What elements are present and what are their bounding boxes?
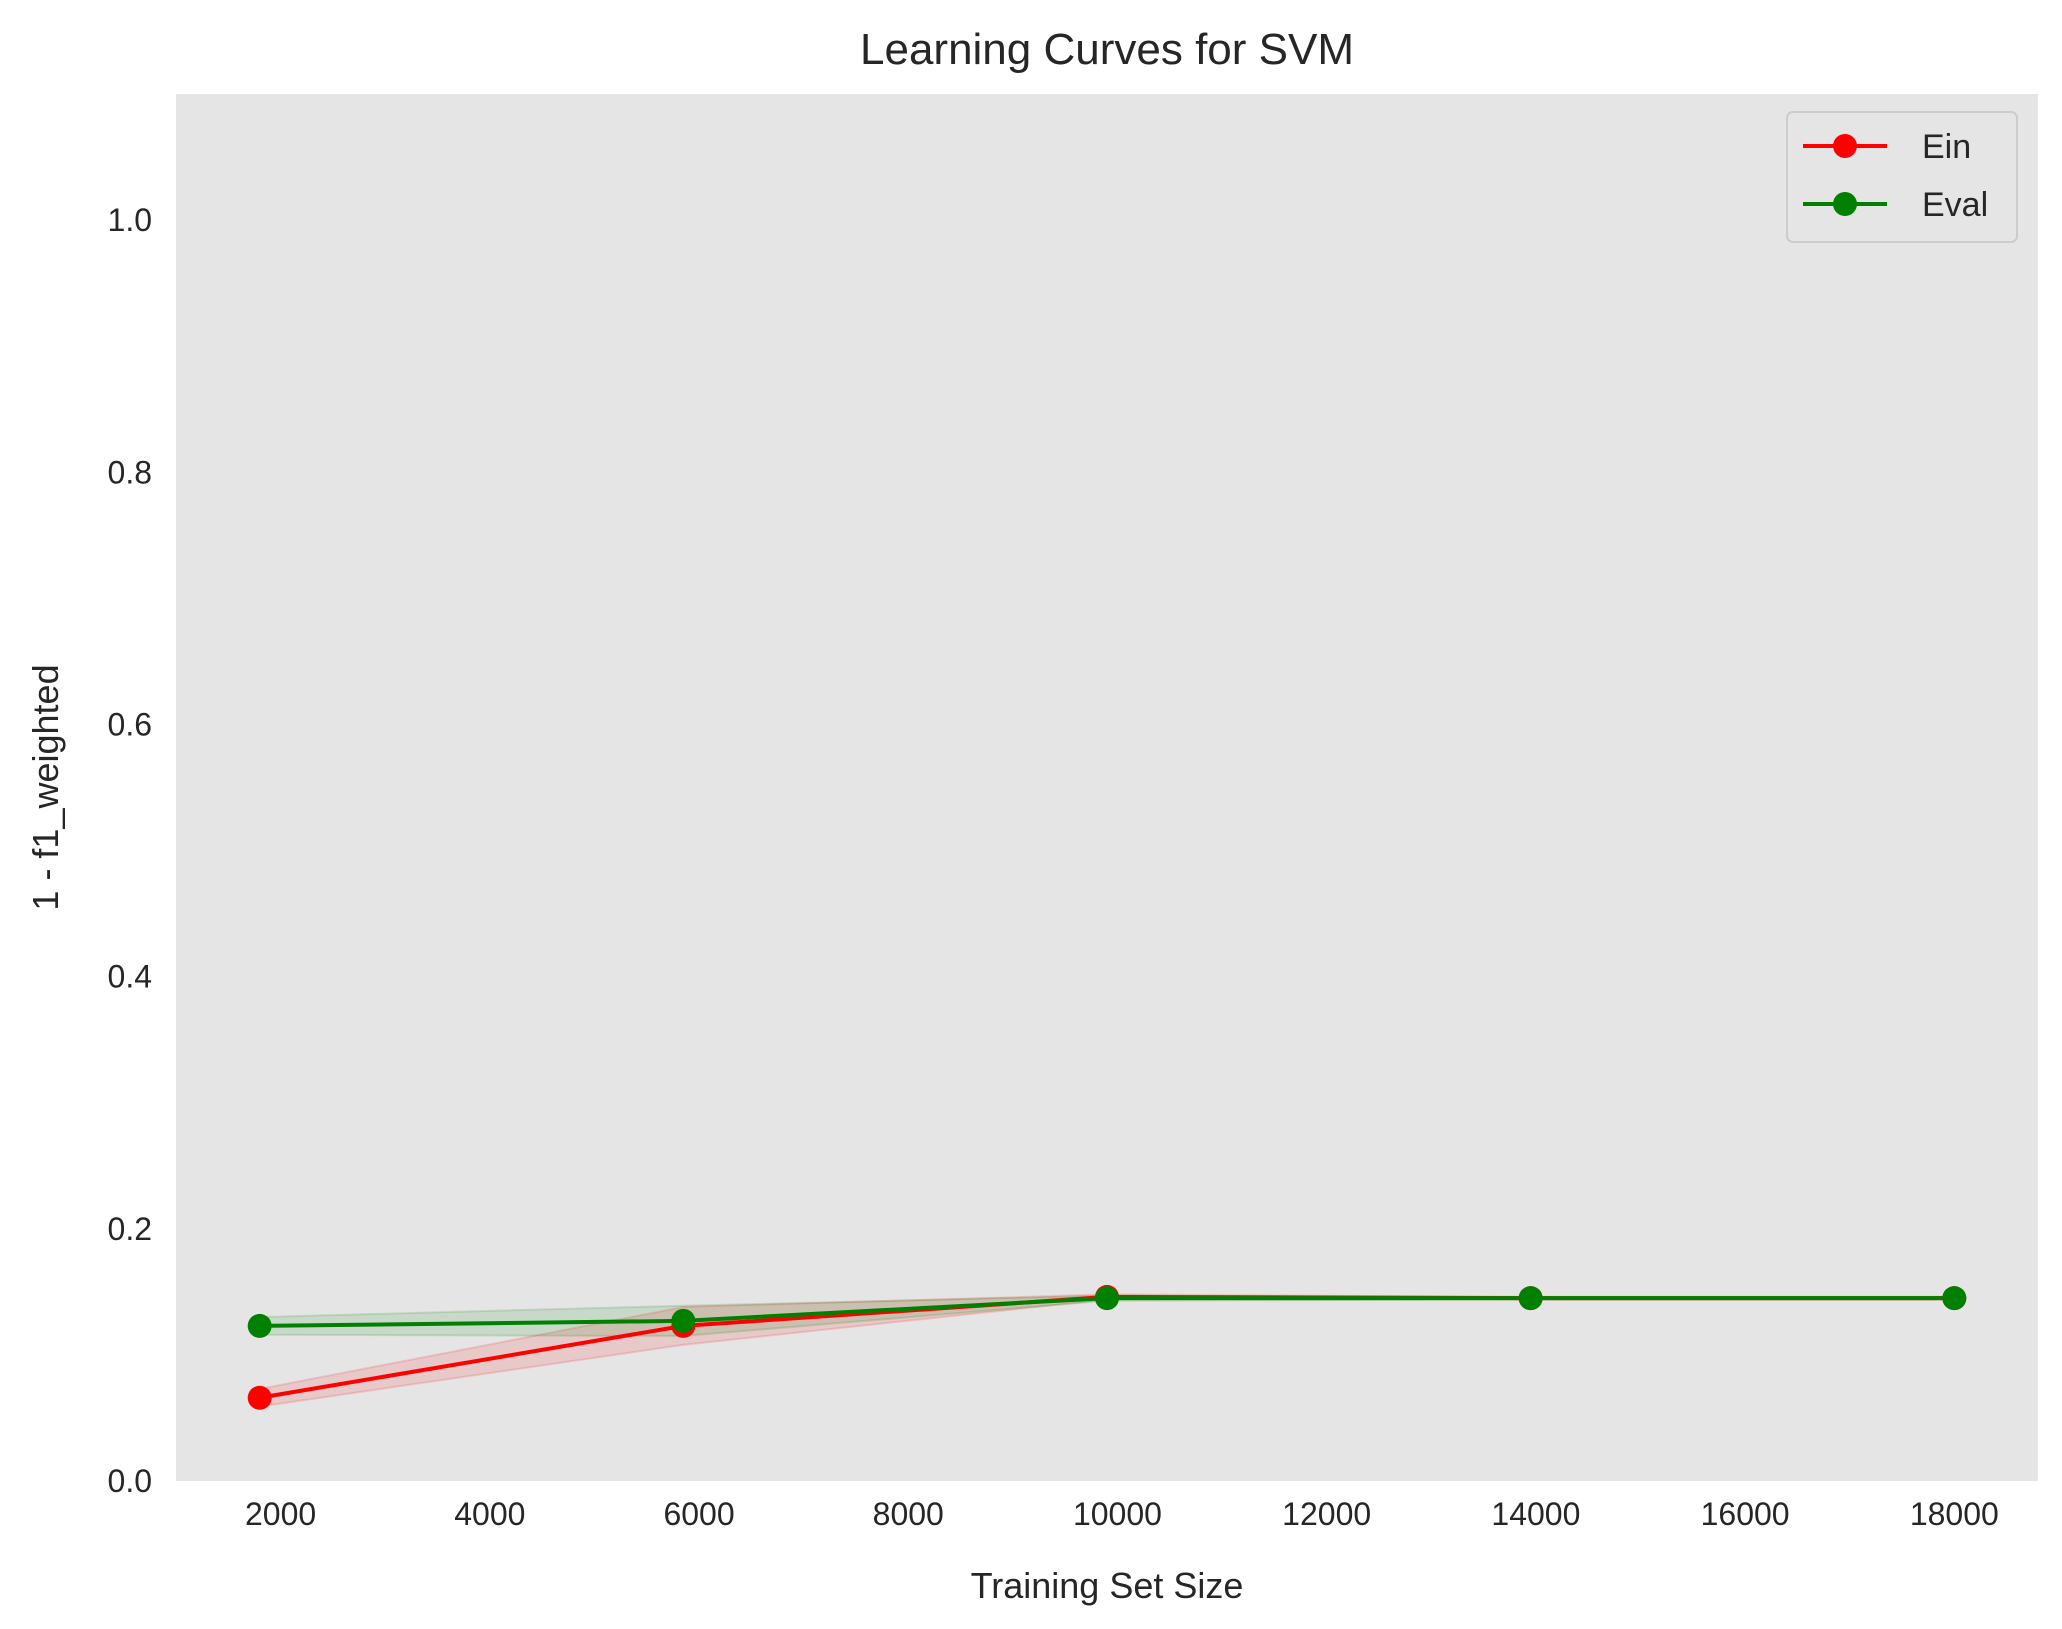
- y-tick-label: 1.0: [108, 202, 152, 238]
- y-tick-label: 0.2: [108, 1211, 152, 1247]
- legend-ein-label: Ein: [1922, 128, 1971, 166]
- series-point-eval: [1095, 1286, 1119, 1311]
- x-tick-label: 14000: [1491, 1496, 1580, 1532]
- legend: Ein Eval: [1786, 111, 2018, 243]
- x-tick-label: 8000: [873, 1496, 944, 1532]
- x-tick-label: 2000: [245, 1496, 316, 1532]
- y-tick-label: 0.4: [108, 959, 152, 995]
- x-tick-label: 10000: [1073, 1496, 1162, 1532]
- series-point-eval: [1942, 1286, 1967, 1311]
- series-point-eval: [247, 1313, 272, 1338]
- y-axis-ticks: 0.0 0.2 0.4 0.6 0.8 1.0: [108, 202, 152, 1499]
- x-axis-ticks: 2000 4000 6000 8000 10000 12000 14000 16000 1800…: [245, 1496, 1999, 1532]
- chart-title: Learning Curves for SVM: [860, 25, 1354, 74]
- series-markers: [247, 1284, 1967, 1410]
- x-tick-label: 6000: [663, 1496, 734, 1532]
- legend-ein-marker: [1833, 134, 1857, 158]
- y-tick-label: 0.6: [108, 706, 152, 742]
- y-axis-label: 1 - f1_weighted: [25, 664, 66, 910]
- x-tick-label: 4000: [454, 1496, 525, 1532]
- legend-eval-label: Eval: [1922, 186, 1988, 224]
- x-axis-label: Training Set Size: [971, 1565, 1244, 1606]
- x-tick-label: 18000: [1910, 1496, 1999, 1532]
- x-tick-label: 12000: [1282, 1496, 1371, 1532]
- plot-area: [176, 94, 2038, 1481]
- legend-eval-marker: [1833, 192, 1857, 216]
- y-tick-label: 0.8: [108, 454, 152, 490]
- series-point-ein: [247, 1385, 272, 1410]
- y-tick-label: 0.0: [108, 1463, 152, 1499]
- series-point-eval: [1518, 1286, 1543, 1311]
- series-point-eval: [671, 1308, 696, 1333]
- x-tick-label: 16000: [1701, 1496, 1790, 1532]
